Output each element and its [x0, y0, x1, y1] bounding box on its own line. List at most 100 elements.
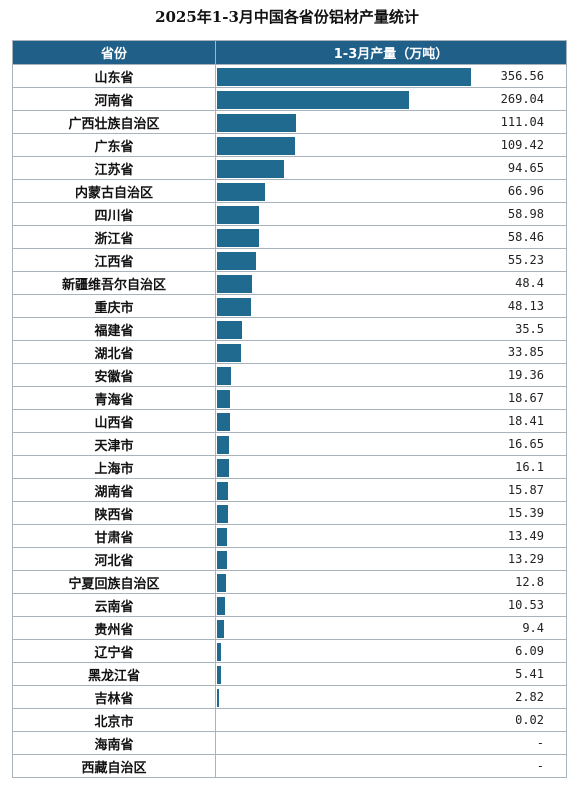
table-row: 海南省 -	[12, 731, 567, 755]
table-row: 湖南省 15.87	[12, 478, 567, 502]
output-cell: 13.29	[215, 547, 567, 571]
value-label: 9.4	[522, 621, 544, 635]
province-label: 西藏自治区	[12, 754, 216, 778]
province-label: 福建省	[12, 317, 216, 341]
output-cell: 5.41	[215, 662, 567, 686]
output-cell: 33.85	[215, 340, 567, 364]
output-cell: 10.53	[215, 593, 567, 617]
province-label: 吉林省	[12, 685, 216, 709]
table-header-row: 省份 1-3月产量（万吨）	[12, 40, 567, 65]
production-table: 省份 1-3月产量（万吨） 山东省 356.56 河南省 269.04 广西壮族自治区 1…	[12, 40, 567, 778]
value-label: 94.65	[507, 161, 544, 175]
province-label: 海南省	[12, 731, 216, 755]
value-label: 109.42	[500, 138, 544, 152]
output-cell: 6.09	[215, 639, 567, 663]
output-bar	[217, 551, 227, 569]
table-row: 福建省 35.5	[12, 317, 567, 341]
output-cell: 109.42	[215, 133, 567, 157]
output-bar	[217, 298, 252, 316]
province-label: 广西壮族自治区	[12, 110, 216, 134]
value-label: 10.53	[507, 598, 544, 612]
province-label: 上海市	[12, 455, 216, 479]
output-cell: 94.65	[215, 156, 567, 180]
table-row: 陕西省 15.39	[12, 501, 567, 525]
table-row: 上海市 16.1	[12, 455, 567, 479]
output-bar	[217, 413, 231, 431]
value-label: 2.82	[515, 690, 544, 704]
output-cell: 55.23	[215, 248, 567, 272]
output-bar	[217, 482, 229, 500]
table-row: 江苏省 94.65	[12, 156, 567, 180]
value-label: 58.98	[507, 207, 544, 221]
province-label: 辽宁省	[12, 639, 216, 663]
output-bar	[217, 206, 259, 224]
value-label: 13.49	[507, 529, 544, 543]
output-cell: 16.1	[215, 455, 567, 479]
output-bar	[217, 275, 252, 293]
output-bar	[217, 390, 231, 408]
province-label: 山东省	[12, 64, 216, 88]
table-row: 重庆市 48.13	[12, 294, 567, 318]
table-row: 河北省 13.29	[12, 547, 567, 571]
output-cell: 58.98	[215, 202, 567, 226]
table-row: 广西壮族自治区 111.04	[12, 110, 567, 134]
table-row: 黑龙江省 5.41	[12, 662, 567, 686]
province-label: 甘肃省	[12, 524, 216, 548]
table-row: 辽宁省 6.09	[12, 639, 567, 663]
value-label: 18.41	[507, 414, 544, 428]
output-bar	[217, 137, 295, 155]
province-label: 新疆维吾尔自治区	[12, 271, 216, 295]
value-label: 33.85	[507, 345, 544, 359]
output-cell: 48.13	[215, 294, 567, 318]
table-row: 云南省 10.53	[12, 593, 567, 617]
output-cell: 111.04	[215, 110, 567, 134]
province-label: 陕西省	[12, 501, 216, 525]
table-row: 宁夏回族自治区 12.8	[12, 570, 567, 594]
output-bar	[217, 666, 221, 684]
table-row: 西藏自治区 -	[12, 754, 567, 778]
output-bar	[217, 367, 231, 385]
output-cell: 16.65	[215, 432, 567, 456]
output-bar	[217, 459, 229, 477]
output-bar	[217, 528, 227, 546]
value-label: 19.36	[507, 368, 544, 382]
output-cell: 19.36	[215, 363, 567, 387]
province-label: 江苏省	[12, 156, 216, 180]
output-bar	[217, 344, 242, 362]
output-cell: 18.67	[215, 386, 567, 410]
output-cell: 66.96	[215, 179, 567, 203]
output-cell: 269.04	[215, 87, 567, 111]
province-label: 天津市	[12, 432, 216, 456]
output-bar	[217, 252, 257, 270]
province-label: 山西省	[12, 409, 216, 433]
output-bar	[217, 597, 225, 615]
table-row: 青海省 18.67	[12, 386, 567, 410]
province-label: 内蒙古自治区	[12, 179, 216, 203]
province-label: 河北省	[12, 547, 216, 571]
output-bar	[217, 620, 224, 638]
value-label: 15.87	[507, 483, 544, 497]
output-bar	[217, 114, 297, 132]
province-label: 浙江省	[12, 225, 216, 249]
output-cell: -	[215, 731, 567, 755]
province-label: 江西省	[12, 248, 216, 272]
value-label: 48.13	[507, 299, 544, 313]
province-label: 黑龙江省	[12, 662, 216, 686]
output-bar	[217, 229, 259, 247]
table-row: 吉林省 2.82	[12, 685, 567, 709]
province-label: 广东省	[12, 133, 216, 157]
value-label: 55.23	[507, 253, 544, 267]
value-label: 6.09	[515, 644, 544, 658]
output-cell: 18.41	[215, 409, 567, 433]
value-label: 5.41	[515, 667, 544, 681]
output-cell: 9.4	[215, 616, 567, 640]
output-bar	[217, 689, 219, 707]
province-label: 宁夏回族自治区	[12, 570, 216, 594]
table-row: 四川省 58.98	[12, 202, 567, 226]
table-row: 贵州省 9.4	[12, 616, 567, 640]
province-label: 北京市	[12, 708, 216, 732]
output-bar	[217, 643, 222, 661]
output-cell: 13.49	[215, 524, 567, 548]
province-label: 湖北省	[12, 340, 216, 364]
value-label: 269.04	[500, 92, 544, 106]
